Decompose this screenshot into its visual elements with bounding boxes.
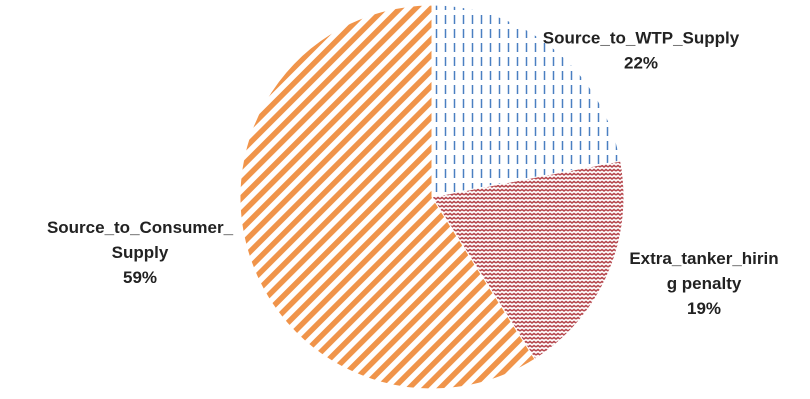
slice-percent-label-extra-tanker-penalty: 19% [687, 299, 721, 318]
slice-labels: Source_to_WTP_Supply 22% Extra_tanker_hiri… [47, 29, 779, 319]
slice-name-label-extra-tanker-penalty: Extra_tanker_hirin [629, 249, 778, 268]
pie-slice-wtp-supply [431, 4, 622, 198]
slice-name-label-wtp-supply: Source_to_WTP_Supply [543, 29, 740, 48]
slice-name-label-consumer-supply: Supply [112, 243, 169, 262]
slice-percent-label-consumer-supply: 59% [123, 268, 157, 287]
pie-slices [239, 4, 625, 390]
pie-slice-extra-tanker-penalty [431, 160, 625, 360]
slice-name-label-extra-tanker-penalty: g penalty [667, 274, 742, 293]
slice-percent-label-wtp-supply: 22% [624, 54, 658, 73]
slice-name-label-consumer-supply: Source_to_Consumer_ [47, 218, 234, 237]
pie-slice-consumer-supply [239, 4, 536, 390]
